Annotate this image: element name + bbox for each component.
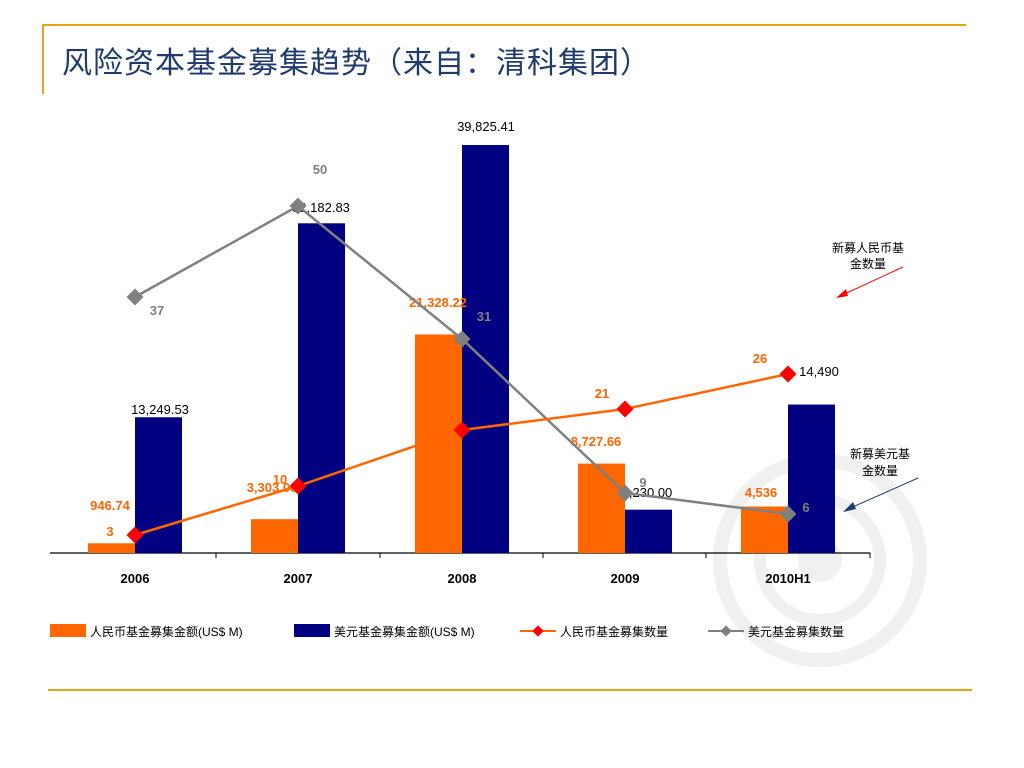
legend-marker-usd-count: [720, 625, 732, 637]
annotation-rmb-count-line1: 新募人民币基: [832, 240, 904, 255]
legend-label-rmb-count: 人民币基金募集数量: [560, 624, 668, 639]
data-label-rmb-count: 21: [595, 386, 609, 401]
data-label-rmb-amount: 8,727.66: [571, 434, 622, 449]
bar-usd-amount: [625, 509, 672, 553]
annotation-arrowhead-rmb: [836, 289, 848, 298]
data-label-usd-count: 9: [639, 475, 646, 490]
top-rule: [42, 24, 966, 26]
data-label-usd-count: 6: [802, 500, 809, 515]
data-label-usd-amount: 39,825.41: [457, 119, 515, 134]
annotation-usd-count-line2: 金数量: [862, 463, 898, 478]
marker-usd-count: [779, 505, 797, 523]
data-label-usd-amount: 13,249.53: [131, 402, 189, 417]
marker-rmb-count: [126, 526, 144, 544]
bar-rmb-amount: [578, 463, 625, 553]
legend-label-rmb-amount: 人民币基金募集金额(US$ M): [90, 624, 243, 639]
marker-rmb-count: [779, 365, 797, 383]
x-tick-label: 2008: [448, 571, 477, 586]
x-tick-label: 2010H1: [765, 571, 811, 586]
legend-swatch-rmb-amount: [50, 624, 86, 637]
data-label-rmb-count: 26: [753, 351, 767, 366]
legend-label-usd-amount: 美元基金募集金额(US$ M): [334, 624, 475, 639]
data-label-rmb-count: 3: [106, 524, 113, 539]
data-label-usd-amount: 32,182.83: [292, 200, 350, 215]
marker-usd-count: [126, 288, 144, 306]
bottom-rule: [48, 689, 972, 691]
annotation-arrow-rmb: [837, 266, 904, 298]
marker-rmb-count: [289, 477, 307, 495]
marker-rmb-count: [616, 400, 634, 418]
legend-label-usd-count: 美元基金募集数量: [748, 624, 844, 639]
x-tick-label: 2006: [121, 571, 150, 586]
bar-rmb-amount: [88, 543, 135, 553]
bar-usd-amount: [462, 145, 509, 553]
data-label-usd-amount: 14,490: [799, 364, 839, 379]
x-tick-label: 2009: [611, 571, 640, 586]
data-label-usd-count: 31: [477, 309, 491, 324]
marker-rmb-count: [453, 421, 471, 439]
left-rule: [42, 24, 44, 94]
data-label-rmb-amount: 946.74: [90, 498, 131, 513]
data-label-usd-count: 50: [313, 162, 327, 177]
slide-title: 风险资本基金募集趋势（来自：清科集团）: [62, 46, 651, 81]
marker-usd-count: [453, 330, 471, 348]
bar-usd-amount: [135, 417, 182, 553]
data-label-rmb-amount: 4,536: [745, 485, 778, 500]
legend-marker-rmb-count: [532, 625, 544, 637]
annotation-arrow-usd: [845, 477, 919, 511]
data-label-usd-count: 37: [150, 303, 164, 318]
x-tick-label: 2007: [284, 571, 313, 586]
bar-rmb-amount: [251, 519, 298, 553]
annotation-rmb-count-line2: 金数量: [850, 256, 886, 271]
bar-usd-amount: [788, 404, 835, 553]
legend-swatch-usd-amount: [294, 624, 330, 637]
bar-usd-amount: [298, 223, 345, 553]
marker-usd-count: [616, 484, 634, 502]
annotation-arrowhead-usd: [843, 502, 856, 512]
marker-usd-count: [289, 197, 307, 215]
annotation-usd-count-line1: 新募美元基: [850, 446, 910, 461]
data-label-rmb-count: 10: [273, 472, 287, 487]
